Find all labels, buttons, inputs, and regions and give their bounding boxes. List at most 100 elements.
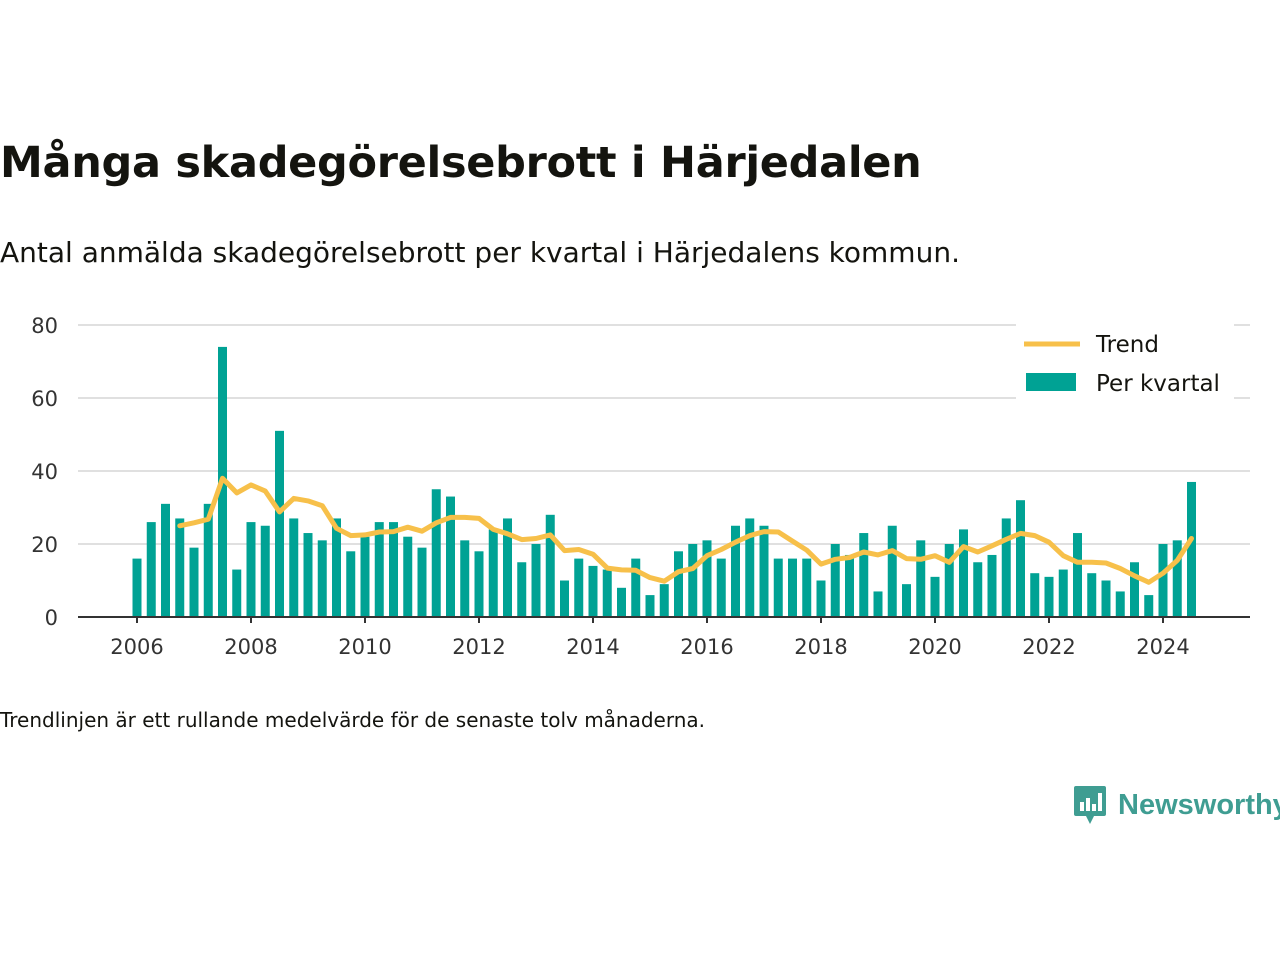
bar [474, 551, 484, 617]
x-tick-label: 2018 [794, 635, 847, 659]
bar [1144, 595, 1154, 617]
bar [161, 503, 170, 617]
bar [845, 554, 854, 617]
bar [332, 518, 341, 617]
bar [460, 540, 470, 617]
bar [859, 533, 869, 617]
bar [1101, 580, 1111, 617]
bar [645, 595, 655, 617]
bar [431, 489, 441, 617]
bar [1087, 573, 1097, 617]
bar [602, 569, 612, 617]
bar [574, 558, 584, 617]
bar [902, 584, 911, 617]
bar [275, 430, 284, 617]
bar [289, 518, 299, 617]
bar [1058, 569, 1068, 617]
bar [175, 518, 185, 617]
bar [930, 576, 940, 617]
bar [1001, 518, 1011, 617]
x-tick-label: 2006 [110, 635, 163, 659]
bar [203, 503, 213, 617]
bar [688, 544, 698, 617]
bar [1158, 544, 1168, 617]
y-tick-label: 60 [31, 387, 58, 411]
bar [959, 529, 968, 617]
bar [702, 540, 712, 617]
bar [873, 591, 883, 617]
bar [631, 558, 641, 617]
y-tick-label: 20 [31, 533, 58, 557]
bar [232, 569, 242, 617]
bar [1187, 481, 1196, 617]
y-tick-label: 80 [31, 314, 58, 338]
newsworthy-logo: Newsworthy [1072, 784, 1280, 826]
bar [1115, 591, 1125, 617]
bar [1044, 576, 1054, 617]
bar [731, 525, 740, 617]
bar [788, 558, 797, 617]
bar [389, 522, 398, 617]
bar [816, 580, 826, 617]
x-tick-label: 2014 [566, 635, 619, 659]
bar [887, 525, 897, 617]
bar [830, 544, 840, 617]
x-axis: 2006 2008 2010 2012 2014 2016 2018 2020 2022 2024 [78, 616, 1250, 659]
bar [246, 522, 256, 617]
bar [1016, 500, 1025, 617]
bar [973, 562, 983, 617]
chart-subtitle: Antal anmälda skadegörelsebrott per kvar… [0, 236, 960, 269]
legend: Trend Per kvartal [1016, 324, 1234, 400]
x-tick-label: 2024 [1136, 635, 1189, 659]
bar [346, 551, 356, 617]
bar [446, 496, 455, 617]
bar [588, 565, 598, 617]
x-tick-label: 2008 [224, 635, 277, 659]
bar [260, 525, 270, 617]
bar [759, 525, 769, 617]
bar [360, 536, 370, 617]
bar [716, 558, 726, 617]
newsworthy-logo-text: Newsworthy [1118, 788, 1280, 821]
bar [545, 514, 555, 617]
legend-swatch-per-kvartal [1026, 373, 1076, 391]
bar [417, 547, 427, 617]
bar [1130, 562, 1139, 617]
bar [189, 547, 199, 617]
bar [745, 518, 755, 617]
bar [317, 540, 327, 617]
bar [1172, 540, 1182, 617]
bar [802, 558, 812, 617]
bar [560, 580, 569, 617]
x-tick-label: 2020 [908, 635, 961, 659]
chart-title: Många skadegörelsebrott i Härjedalen [0, 138, 922, 188]
bar [659, 584, 669, 617]
bar [374, 522, 384, 617]
y-tick-label: 40 [31, 460, 58, 484]
bar [1073, 533, 1082, 617]
bar [403, 536, 413, 617]
bar [617, 587, 626, 617]
bar [944, 544, 954, 617]
bar [132, 558, 142, 617]
bar [531, 544, 541, 617]
x-tick-label: 2022 [1022, 635, 1075, 659]
bar [503, 518, 512, 617]
x-tick-label: 2010 [338, 635, 391, 659]
bars [132, 346, 1196, 617]
bar [1030, 573, 1040, 617]
trend-line-path [177, 475, 1194, 585]
bar [773, 558, 783, 617]
y-tick-label: 0 [45, 606, 58, 630]
trend-line [177, 475, 1194, 585]
newsworthy-logo-icon [1074, 786, 1106, 824]
footnote: Trendlinjen är ett rullande medelvärde f… [0, 708, 706, 732]
bar [987, 554, 997, 617]
bar [674, 551, 683, 617]
legend-label-per-kvartal: Per kvartal [1096, 371, 1220, 397]
bar [488, 529, 498, 617]
legend-label-trend: Trend [1095, 332, 1159, 358]
bar [303, 533, 313, 617]
bar [916, 540, 926, 617]
